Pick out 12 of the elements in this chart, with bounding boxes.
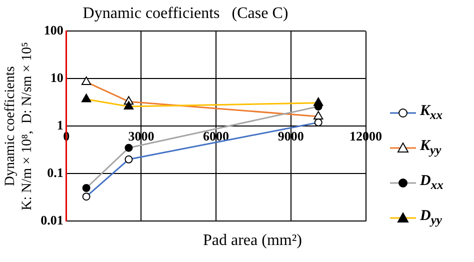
y-tick-label: 0.1 — [47, 165, 64, 180]
x-axis-title: Pad area (mm²) — [202, 232, 303, 250]
legend-label: D$_{xx}$ — [420, 172, 444, 192]
y-tick-label: 0.01 — [40, 212, 64, 228]
legend-label: K$_{xx}$ — [420, 102, 443, 122]
y-tick-label: 10 — [50, 70, 64, 86]
legend-label: D$_{yy}$ — [420, 208, 442, 228]
y-tick-label: 1 — [56, 118, 64, 133]
y-tick-label: 100 — [44, 22, 64, 38]
legend-label: K$_{yy}$ — [420, 138, 442, 158]
y-axis-title: Dynamic coefficients K: N/m × 10⁸, D: N/sm × 10⁵ — [3, 42, 35, 210]
chart-title: Dynamic coefficients (Case C) — [82, 4, 288, 22]
